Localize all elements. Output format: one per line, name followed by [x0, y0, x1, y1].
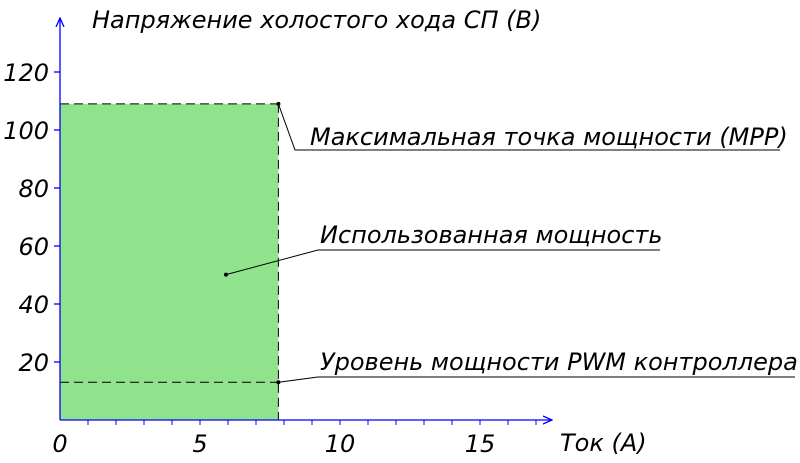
pwm-leader-line — [278, 376, 795, 383]
x-minor-ticks — [87, 420, 537, 425]
mpp-leader-line — [277, 103, 780, 151]
x-axis-title: Ток (А) — [560, 429, 647, 457]
x-tick-label: 10 — [325, 430, 356, 458]
y-tick-label: 80 — [18, 175, 49, 203]
used-power-annotation: Использованная мощность — [223, 221, 663, 277]
used-power-leader-line — [225, 249, 660, 276]
y-tick-label: 40 — [18, 291, 49, 319]
used-power-area — [60, 103, 279, 421]
y-tick-label: 60 — [18, 233, 49, 261]
y-major-ticks — [54, 71, 60, 363]
y-tick-label: 120 — [3, 59, 49, 87]
used-power-label: Использованная мощность — [320, 221, 663, 249]
mpp-label: Максимальная точка мощности (MPP) — [310, 123, 788, 151]
y-tick-label: 20 — [18, 349, 49, 377]
x-tick-label: 5 — [192, 430, 207, 458]
y-tick-labels: 20 40 60 80 100 120 — [3, 59, 49, 377]
pwm-label: Уровень мощности PWM контроллера — [320, 348, 798, 376]
x-tick-labels: 0 5 10 15 — [52, 430, 495, 458]
mpp-annotation: Максимальная точка мощности (MPP) — [276, 101, 788, 151]
y-axis-title: Напряжение холостого хода СП (В) — [92, 6, 541, 34]
pwm-annotation: Уровень мощности PWM контроллера — [276, 348, 798, 385]
y-tick-label: 100 — [3, 117, 49, 145]
x-tick-label: 0 — [52, 430, 67, 458]
x-tick-label: 15 — [465, 430, 496, 458]
